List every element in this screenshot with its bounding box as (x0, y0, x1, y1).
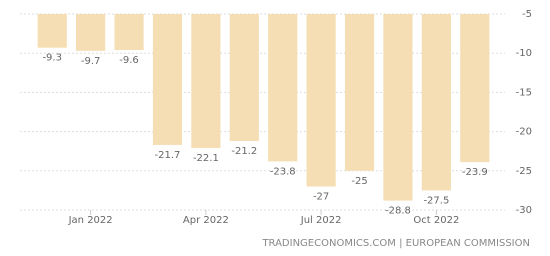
x-tick-label: Jan 2022 (68, 215, 113, 226)
bar (344, 14, 375, 171)
value-label: -27 (313, 191, 329, 202)
bar (306, 14, 336, 187)
bar (152, 14, 183, 145)
bar (460, 14, 490, 163)
bar (268, 14, 298, 162)
y-tick-label: -10 (516, 48, 532, 59)
value-label: -9.6 (119, 55, 139, 66)
value-label: -21.2 (231, 146, 257, 157)
value-label: -23.8 (270, 166, 296, 177)
bar (76, 14, 106, 51)
value-label: -9.7 (81, 56, 101, 67)
x-tick-label: Apr 2022 (183, 215, 229, 226)
value-label: -9.3 (42, 53, 62, 64)
bar (37, 14, 67, 48)
bar (191, 14, 221, 149)
bar (229, 14, 259, 142)
value-label: -28.8 (385, 206, 411, 217)
value-label: -21.7 (155, 150, 181, 161)
x-tick-label: Jul 2022 (300, 215, 342, 226)
y-tick-label: -5 (522, 9, 532, 20)
source: TRADINGECONOMICS.COM | EUROPEAN COMMISSI… (261, 238, 530, 249)
value-label: -22.1 (193, 153, 219, 164)
value-label: -27.5 (423, 195, 449, 206)
bar (421, 14, 451, 191)
bar (114, 14, 144, 51)
bar (383, 14, 413, 201)
y-tick-label: -30 (516, 205, 532, 216)
y-tick-label: -25 (516, 166, 532, 177)
y-tick-label: -20 (516, 127, 532, 138)
value-label: -25 (351, 176, 367, 187)
value-label: -23.9 (462, 167, 488, 178)
y-tick-label: -15 (516, 87, 532, 98)
x-tick-label: Oct 2022 (413, 215, 459, 226)
